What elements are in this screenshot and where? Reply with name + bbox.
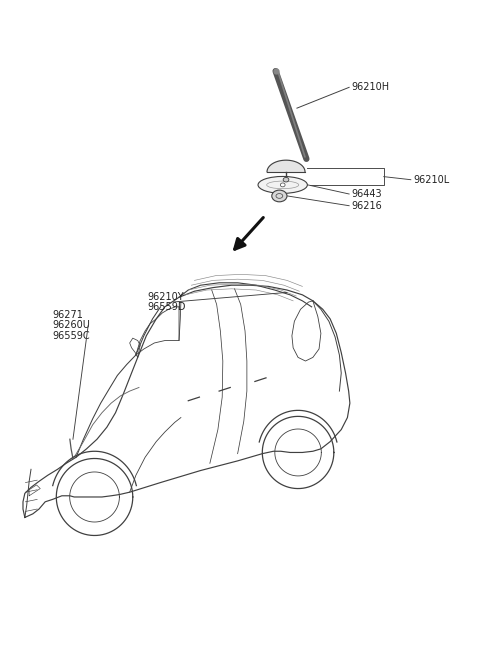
Text: 96210L: 96210L	[413, 174, 449, 185]
Ellipse shape	[258, 176, 307, 194]
Ellipse shape	[283, 177, 289, 182]
Ellipse shape	[280, 183, 285, 187]
Text: 96210Y: 96210Y	[147, 292, 184, 302]
Text: 96559C: 96559C	[53, 331, 90, 341]
Text: 96443: 96443	[351, 189, 382, 199]
Text: 96210H: 96210H	[351, 83, 390, 92]
Ellipse shape	[272, 190, 287, 202]
Text: 96260U: 96260U	[53, 320, 90, 331]
Text: 96271: 96271	[53, 310, 84, 320]
Polygon shape	[267, 160, 305, 172]
Text: 96216: 96216	[351, 201, 382, 211]
Text: 96559D: 96559D	[147, 302, 186, 312]
